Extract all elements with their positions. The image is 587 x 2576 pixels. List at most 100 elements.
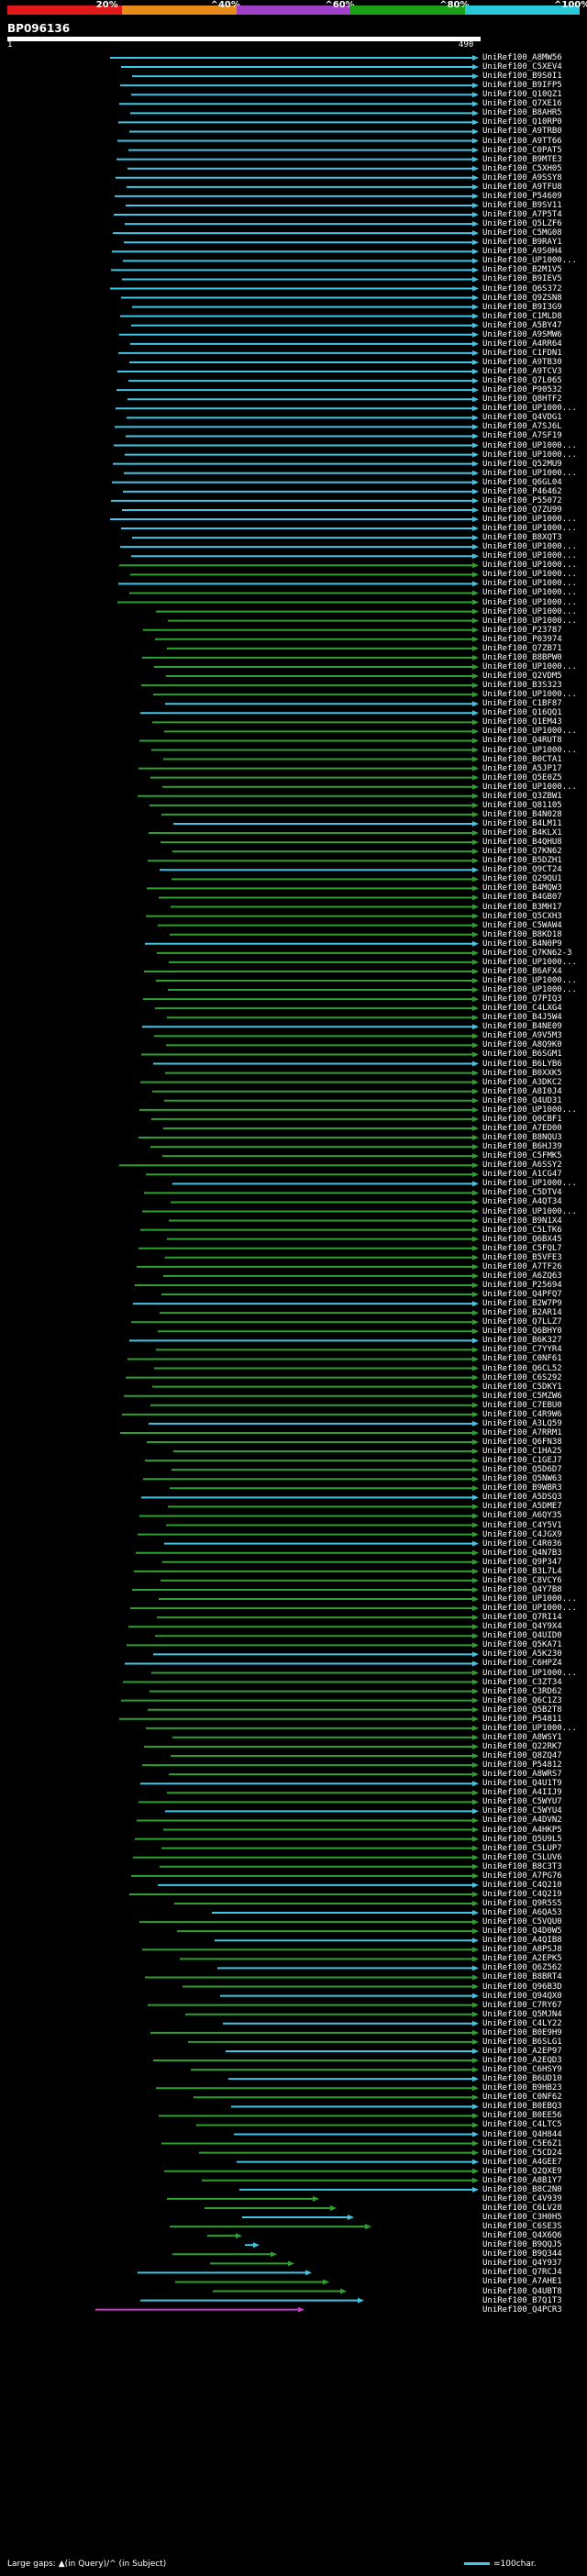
hit-link[interactable]: UniRef100_UP1000... — [482, 1179, 577, 1189]
hit-link[interactable]: UniRef100_C5DTV4 — [482, 1188, 562, 1198]
hit-link[interactable]: UniRef100_UP1000... — [482, 579, 577, 589]
hit-link[interactable]: UniRef100_P54811 — [482, 1714, 562, 1724]
hit-link[interactable]: UniRef100_A4RR64 — [482, 339, 562, 349]
hit-link[interactable]: UniRef100_Q7XE16 — [482, 99, 562, 109]
hit-link[interactable]: UniRef100_C3ZT34 — [482, 1677, 562, 1687]
hit-link[interactable]: UniRef100_Q7LLZ7 — [482, 1317, 562, 1327]
hit-link[interactable]: UniRef100_A3DKC2 — [482, 1077, 562, 1087]
hit-link[interactable]: UniRef100_Q9R5S5 — [482, 1899, 562, 1908]
hit-link[interactable]: UniRef100_UP1000... — [482, 551, 577, 561]
hit-link[interactable]: UniRef100_A8MW56 — [482, 53, 562, 62]
hit-link[interactable]: UniRef100_Q5NW63 — [482, 1474, 562, 1484]
hit-link[interactable]: UniRef100_A5DME7 — [482, 1502, 562, 1512]
hit-link[interactable]: UniRef100_B9SV11 — [482, 200, 562, 210]
hit-link[interactable]: UniRef100_B2AR14 — [482, 1308, 562, 1318]
hit-link[interactable]: UniRef100_UP1000... — [482, 450, 577, 460]
hit-link[interactable]: UniRef100_C1MLD8 — [482, 311, 562, 321]
hit-link[interactable]: UniRef100_B4MQW3 — [482, 883, 562, 894]
hit-link[interactable]: UniRef100_C7YYR4 — [482, 1345, 562, 1355]
hit-link[interactable]: UniRef100_Q6FN38 — [482, 1438, 562, 1447]
hit-link[interactable]: UniRef100_P23787 — [482, 625, 562, 635]
hit-link[interactable]: UniRef100_B4NE09 — [482, 1022, 562, 1032]
hit-link[interactable]: UniRef100_A7SJ6L — [482, 422, 562, 432]
hit-link[interactable]: UniRef100_Q52MU9 — [482, 459, 562, 469]
hit-link[interactable]: UniRef100_C6SE3S — [482, 2222, 562, 2232]
hit-link[interactable]: UniRef100_C6S292 — [482, 1372, 562, 1382]
hit-link[interactable]: UniRef100_Q29QU1 — [482, 874, 562, 884]
hit-link[interactable]: UniRef100_A2EQD3 — [482, 2056, 562, 2066]
hit-link[interactable]: UniRef100_B9MTE3 — [482, 154, 562, 164]
hit-link[interactable]: UniRef100_Q7KN62 — [482, 847, 562, 857]
hit-link[interactable]: UniRef100_B6K327 — [482, 1336, 562, 1346]
hit-link[interactable]: UniRef100_B0EBQ3 — [482, 2102, 562, 2112]
hit-link[interactable]: UniRef100_B8BPW0 — [482, 652, 562, 662]
hit-link[interactable]: UniRef100_A6QA53 — [482, 1908, 562, 1918]
hit-link[interactable]: UniRef100_UP1000... — [482, 404, 577, 414]
hit-link[interactable]: UniRef100_P46462 — [482, 486, 562, 496]
hit-link[interactable]: UniRef100_C8VCY6 — [482, 1575, 562, 1585]
hit-link[interactable]: UniRef100_A8WSY1 — [482, 1732, 562, 1742]
hit-link[interactable]: UniRef100_A8Q9K0 — [482, 1040, 562, 1050]
hit-link[interactable]: UniRef100_C5WYU7 — [482, 1797, 562, 1807]
hit-link[interactable]: UniRef100_UP1000... — [482, 256, 577, 266]
hit-link[interactable]: UniRef100_B9QQJ5 — [482, 2240, 562, 2250]
hit-link[interactable]: UniRef100_Q7ZB71 — [482, 643, 562, 653]
hit-link[interactable]: UniRef100_C4LY22 — [482, 2018, 562, 2028]
hit-link[interactable]: UniRef100_UP1000... — [482, 1594, 577, 1604]
hit-link[interactable]: UniRef100_A7RRM1 — [482, 1427, 562, 1438]
hit-link[interactable]: UniRef100_B9IEV5 — [482, 274, 562, 284]
hit-link[interactable]: UniRef100_A4GEE7 — [482, 2157, 562, 2167]
hit-link[interactable]: UniRef100_B8KD18 — [482, 929, 562, 939]
hit-link[interactable]: UniRef100_UP1000... — [482, 690, 577, 700]
hit-link[interactable]: UniRef100_Q7ZU99 — [482, 505, 562, 515]
hit-link[interactable]: UniRef100_Q4X6Q6 — [482, 2231, 562, 2241]
hit-link[interactable]: UniRef100_A2EP97 — [482, 2046, 562, 2056]
hit-link[interactable]: UniRef100_B9IFP5 — [482, 81, 562, 91]
hit-link[interactable]: UniRef100_C4R9W6 — [482, 1409, 562, 1419]
hit-link[interactable]: UniRef100_C5XEV4 — [482, 62, 562, 72]
hit-link[interactable]: UniRef100_UP1000... — [482, 440, 577, 450]
hit-link[interactable]: UniRef100_B4N028 — [482, 809, 562, 819]
hit-link[interactable]: UniRef100_C4JGX9 — [482, 1529, 562, 1539]
hit-link[interactable]: UniRef100_A1CG47 — [482, 1170, 562, 1180]
hit-link[interactable]: UniRef100_Q96B3D — [482, 1982, 562, 1992]
hit-link[interactable]: UniRef100_Q9P347 — [482, 1557, 562, 1567]
hit-link[interactable]: UniRef100_B0EE56 — [482, 2111, 562, 2121]
hit-link[interactable]: UniRef100_A9TFU8 — [482, 182, 562, 192]
hit-link[interactable]: UniRef100_C5VQU0 — [482, 1917, 562, 1927]
hit-link[interactable]: UniRef100_C4Y5V1 — [482, 1520, 562, 1530]
hit-link[interactable]: UniRef100_B6UD10 — [482, 2074, 562, 2084]
hit-link[interactable]: UniRef100_Q0CBF1 — [482, 1114, 562, 1124]
hit-link[interactable]: UniRef100_C1GEJ7 — [482, 1456, 562, 1466]
hit-link[interactable]: UniRef100_Q6BHY0 — [482, 1327, 562, 1337]
hit-link[interactable]: UniRef100_B8BRT4 — [482, 1972, 562, 1982]
hit-link[interactable]: UniRef100_B0XXK5 — [482, 1068, 562, 1078]
hit-link[interactable]: UniRef100_Q2QXE9 — [482, 2166, 562, 2176]
hit-link[interactable]: UniRef100_B9N1X4 — [482, 1216, 562, 1226]
hit-link[interactable]: UniRef100_Q94QX0 — [482, 1991, 562, 2001]
hit-link[interactable]: UniRef100_Q4PFQ7 — [482, 1290, 562, 1300]
hit-link[interactable]: UniRef100_Q2VDM5 — [482, 672, 562, 682]
hit-link[interactable]: UniRef100_A3LQ59 — [482, 1418, 562, 1428]
hit-link[interactable]: UniRef100_Q6S372 — [482, 283, 562, 294]
hit-link[interactable]: UniRef100_C5MG08 — [482, 228, 562, 239]
hit-link[interactable]: UniRef100_A5JP17 — [482, 763, 562, 773]
hit-link[interactable]: UniRef100_C5LUP7 — [482, 1843, 562, 1853]
hit-link[interactable]: UniRef100_P03974 — [482, 634, 562, 644]
hit-link[interactable]: UniRef100_Q6C1Z3 — [482, 1695, 562, 1705]
hit-link[interactable]: UniRef100_A5DSQ3 — [482, 1493, 562, 1503]
hit-link[interactable]: UniRef100_B4J5W4 — [482, 1013, 562, 1023]
hit-link[interactable]: UniRef100_A8I0J4 — [482, 1086, 562, 1096]
hit-link[interactable]: UniRef100_Q4N7B3 — [482, 1548, 562, 1558]
hit-link[interactable]: UniRef100_B3L7L4 — [482, 1566, 562, 1576]
hit-link[interactable]: UniRef100_UP1000... — [482, 782, 577, 792]
hit-link[interactable]: UniRef100_A8B1Y7 — [482, 2175, 562, 2185]
hit-link[interactable]: UniRef100_C5XH05 — [482, 163, 562, 173]
hit-link[interactable]: UniRef100_UP1000... — [482, 976, 577, 985]
hit-link[interactable]: UniRef100_Q3ZBW1 — [482, 791, 562, 801]
hit-link[interactable]: UniRef100_UP1000... — [482, 468, 577, 478]
hit-link[interactable]: UniRef100_A9TT66 — [482, 136, 562, 146]
hit-link[interactable]: UniRef100_C3H0H5 — [482, 2213, 562, 2223]
hit-link[interactable]: UniRef100_A7TF26 — [482, 1261, 562, 1271]
hit-link[interactable]: UniRef100_Q5KA71 — [482, 1640, 562, 1650]
